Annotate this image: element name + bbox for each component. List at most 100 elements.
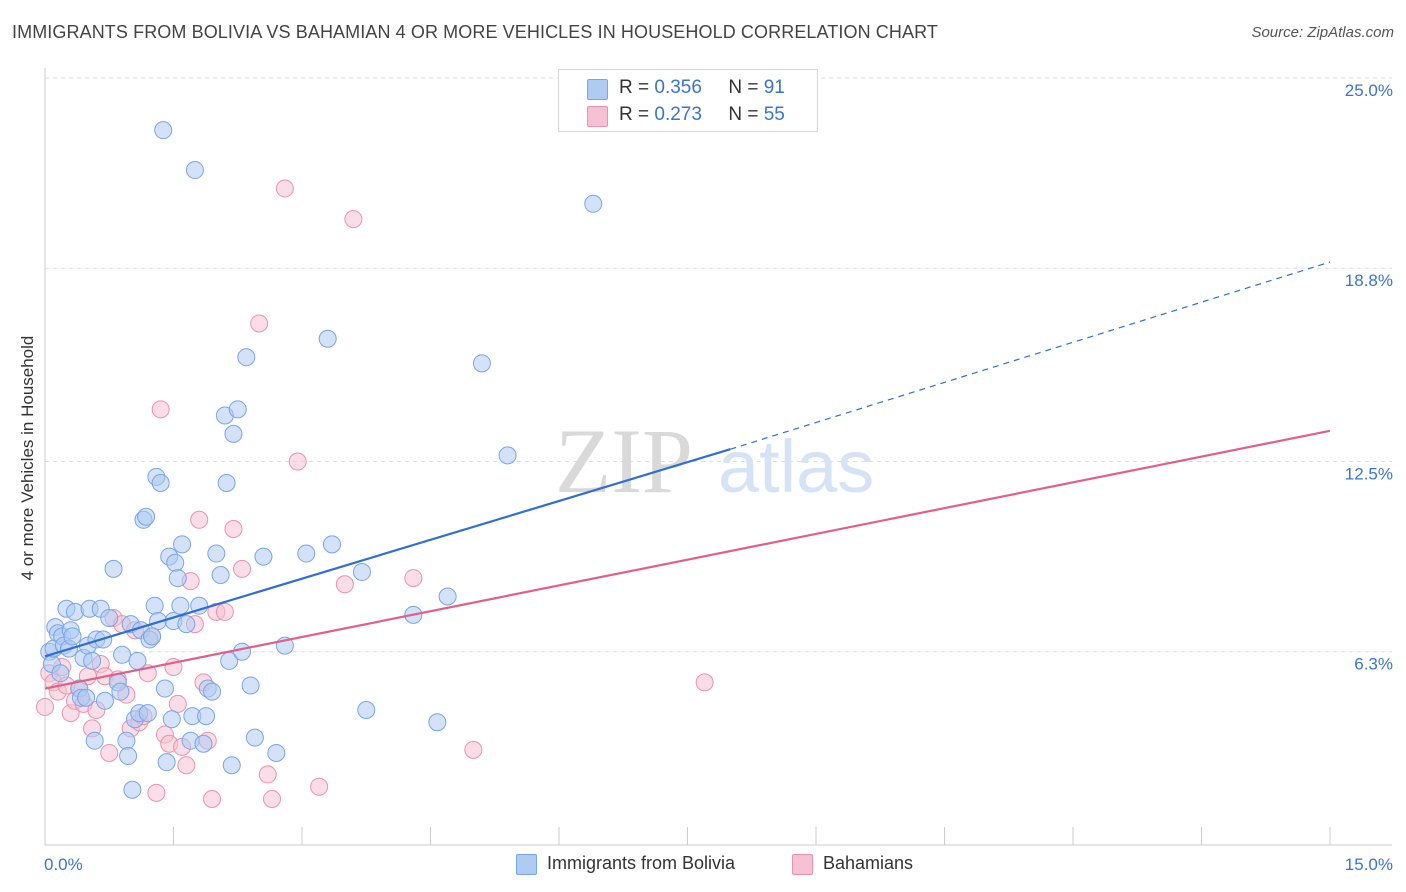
bolivia-point — [185, 161, 204, 180]
bolivia-point — [245, 728, 264, 747]
bolivia-point — [297, 544, 316, 563]
bolivia-point — [65, 602, 84, 621]
bolivia-point — [177, 615, 196, 634]
bolivia-point — [119, 747, 138, 766]
bahamians-point — [168, 694, 187, 713]
bahamians-point — [250, 314, 269, 333]
bahamians-point — [177, 756, 196, 775]
bolivia-point — [85, 731, 104, 750]
bolivia-point — [83, 651, 102, 670]
bahamians-point — [288, 452, 307, 471]
bolivia-point — [498, 446, 517, 465]
bolivia-point — [237, 348, 256, 367]
bolivia-point — [197, 707, 216, 726]
x-tick-label: 15.0% — [1345, 855, 1393, 874]
bahamians-point — [151, 400, 170, 419]
bolivia-point — [117, 731, 136, 750]
bolivia-point — [584, 194, 603, 213]
bolivia-point — [211, 566, 230, 585]
bolivia-point — [111, 682, 130, 701]
bolivia-point — [318, 329, 337, 348]
bolivia-point — [228, 400, 247, 419]
bolivia-point — [137, 507, 156, 526]
y-tick-label: 25.0% — [1345, 81, 1393, 100]
series-bolivia-points — [40, 121, 603, 799]
bahamians-point — [344, 210, 363, 229]
bolivia-trend-extension — [730, 261, 1331, 450]
bolivia-point — [203, 682, 222, 701]
bolivia-point — [113, 645, 132, 664]
bahamians-point — [100, 743, 119, 762]
bahamians-point — [224, 519, 243, 538]
bahamians-point — [36, 697, 54, 716]
trend-lines — [44, 261, 1331, 690]
source-label: Source: ZipAtlas.com — [1251, 24, 1394, 41]
y-axis-title: 4 or more Vehicles in Household — [18, 335, 37, 581]
series-legend: Immigrants from Bolivia Bahamians — [0, 852, 1406, 876]
bolivia-point — [63, 627, 82, 646]
legend-r-label: R = — [619, 77, 650, 98]
bolivia-point — [241, 676, 260, 695]
chart-title: IMMIGRANTS FROM BOLIVIA VS BAHAMIAN 4 OR… — [12, 22, 938, 42]
legend-swatch-pink — [792, 854, 813, 875]
bahamians-point — [310, 777, 329, 796]
legend-label-bahamians: Bahamians — [823, 853, 914, 873]
legend-swatch-pink — [587, 106, 608, 127]
bolivia-point — [104, 559, 123, 578]
bolivia-point — [322, 535, 341, 554]
bolivia-point — [95, 691, 114, 710]
bahamians-point — [233, 559, 252, 578]
bolivia-point — [352, 562, 371, 581]
bolivia-point — [168, 569, 187, 588]
watermark-atlas: atlas — [718, 425, 874, 508]
bolivia-trend-line — [44, 448, 731, 658]
y-tick-label: 12.5% — [1345, 465, 1393, 484]
legend-label-bolivia: Immigrants from Bolivia — [547, 853, 736, 873]
bolivia-point — [166, 553, 185, 572]
bolivia-point — [128, 651, 147, 670]
bolivia-point — [154, 121, 173, 140]
bolivia-point — [145, 596, 164, 615]
legend-swatch-blue — [516, 854, 537, 875]
bahamians-point — [263, 789, 282, 808]
bahamians-point — [695, 673, 714, 692]
tick-labels: 6.3% 12.5% 18.8% 25.0% 0.0% 15.0% — [44, 81, 1393, 874]
legend-n-value-bahamians: 55 — [763, 104, 785, 125]
bolivia-point — [173, 535, 192, 554]
bahamians-trend-line — [44, 429, 1331, 690]
bolivia-point — [162, 710, 181, 729]
legend-r-value-bolivia: 0.356 — [654, 77, 702, 98]
bolivia-point — [123, 780, 142, 799]
bolivia-point — [151, 473, 170, 492]
correlation-legend: R = 0.356 N = 91 R = 0.273 N = 55 — [558, 69, 818, 132]
legend-r-label: R = — [619, 104, 650, 125]
bolivia-point — [438, 587, 457, 606]
y-tick-label: 18.8% — [1345, 271, 1393, 290]
bolivia-point — [207, 544, 226, 563]
bolivia-point — [77, 688, 96, 707]
bahamians-point — [190, 510, 209, 529]
bahamians-point — [464, 740, 483, 759]
bolivia-point — [222, 756, 241, 775]
legend-n-label: N = — [728, 104, 759, 125]
bahamians-point — [215, 602, 234, 621]
bolivia-point — [267, 743, 286, 762]
y-tick-label: 6.3% — [1354, 655, 1393, 674]
bolivia-point — [157, 753, 176, 772]
bolivia-point — [155, 679, 174, 698]
bahamians-point — [258, 765, 277, 784]
bahamians-point — [275, 179, 294, 198]
bolivia-point — [472, 354, 491, 373]
grid-lines — [45, 77, 1392, 653]
legend-n-value-bolivia: 91 — [763, 77, 785, 98]
bolivia-point — [194, 734, 213, 753]
bolivia-point — [171, 596, 190, 615]
bolivia-point — [51, 664, 70, 683]
bolivia-point — [143, 627, 162, 646]
bolivia-point — [233, 642, 252, 661]
bahamians-point — [147, 783, 166, 802]
bolivia-point — [100, 608, 119, 627]
x-tick-label: 0.0% — [44, 855, 83, 874]
bolivia-point — [217, 473, 236, 492]
